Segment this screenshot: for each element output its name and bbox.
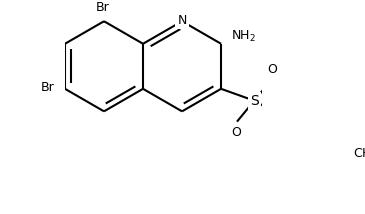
Text: O: O — [267, 63, 277, 76]
Text: Br: Br — [96, 1, 110, 14]
Text: Br: Br — [41, 81, 54, 94]
Text: S: S — [250, 94, 259, 108]
Text: CH$_3$: CH$_3$ — [353, 146, 365, 162]
Text: NH$_2$: NH$_2$ — [231, 29, 256, 44]
Text: O: O — [231, 126, 241, 139]
Text: N: N — [177, 13, 187, 27]
